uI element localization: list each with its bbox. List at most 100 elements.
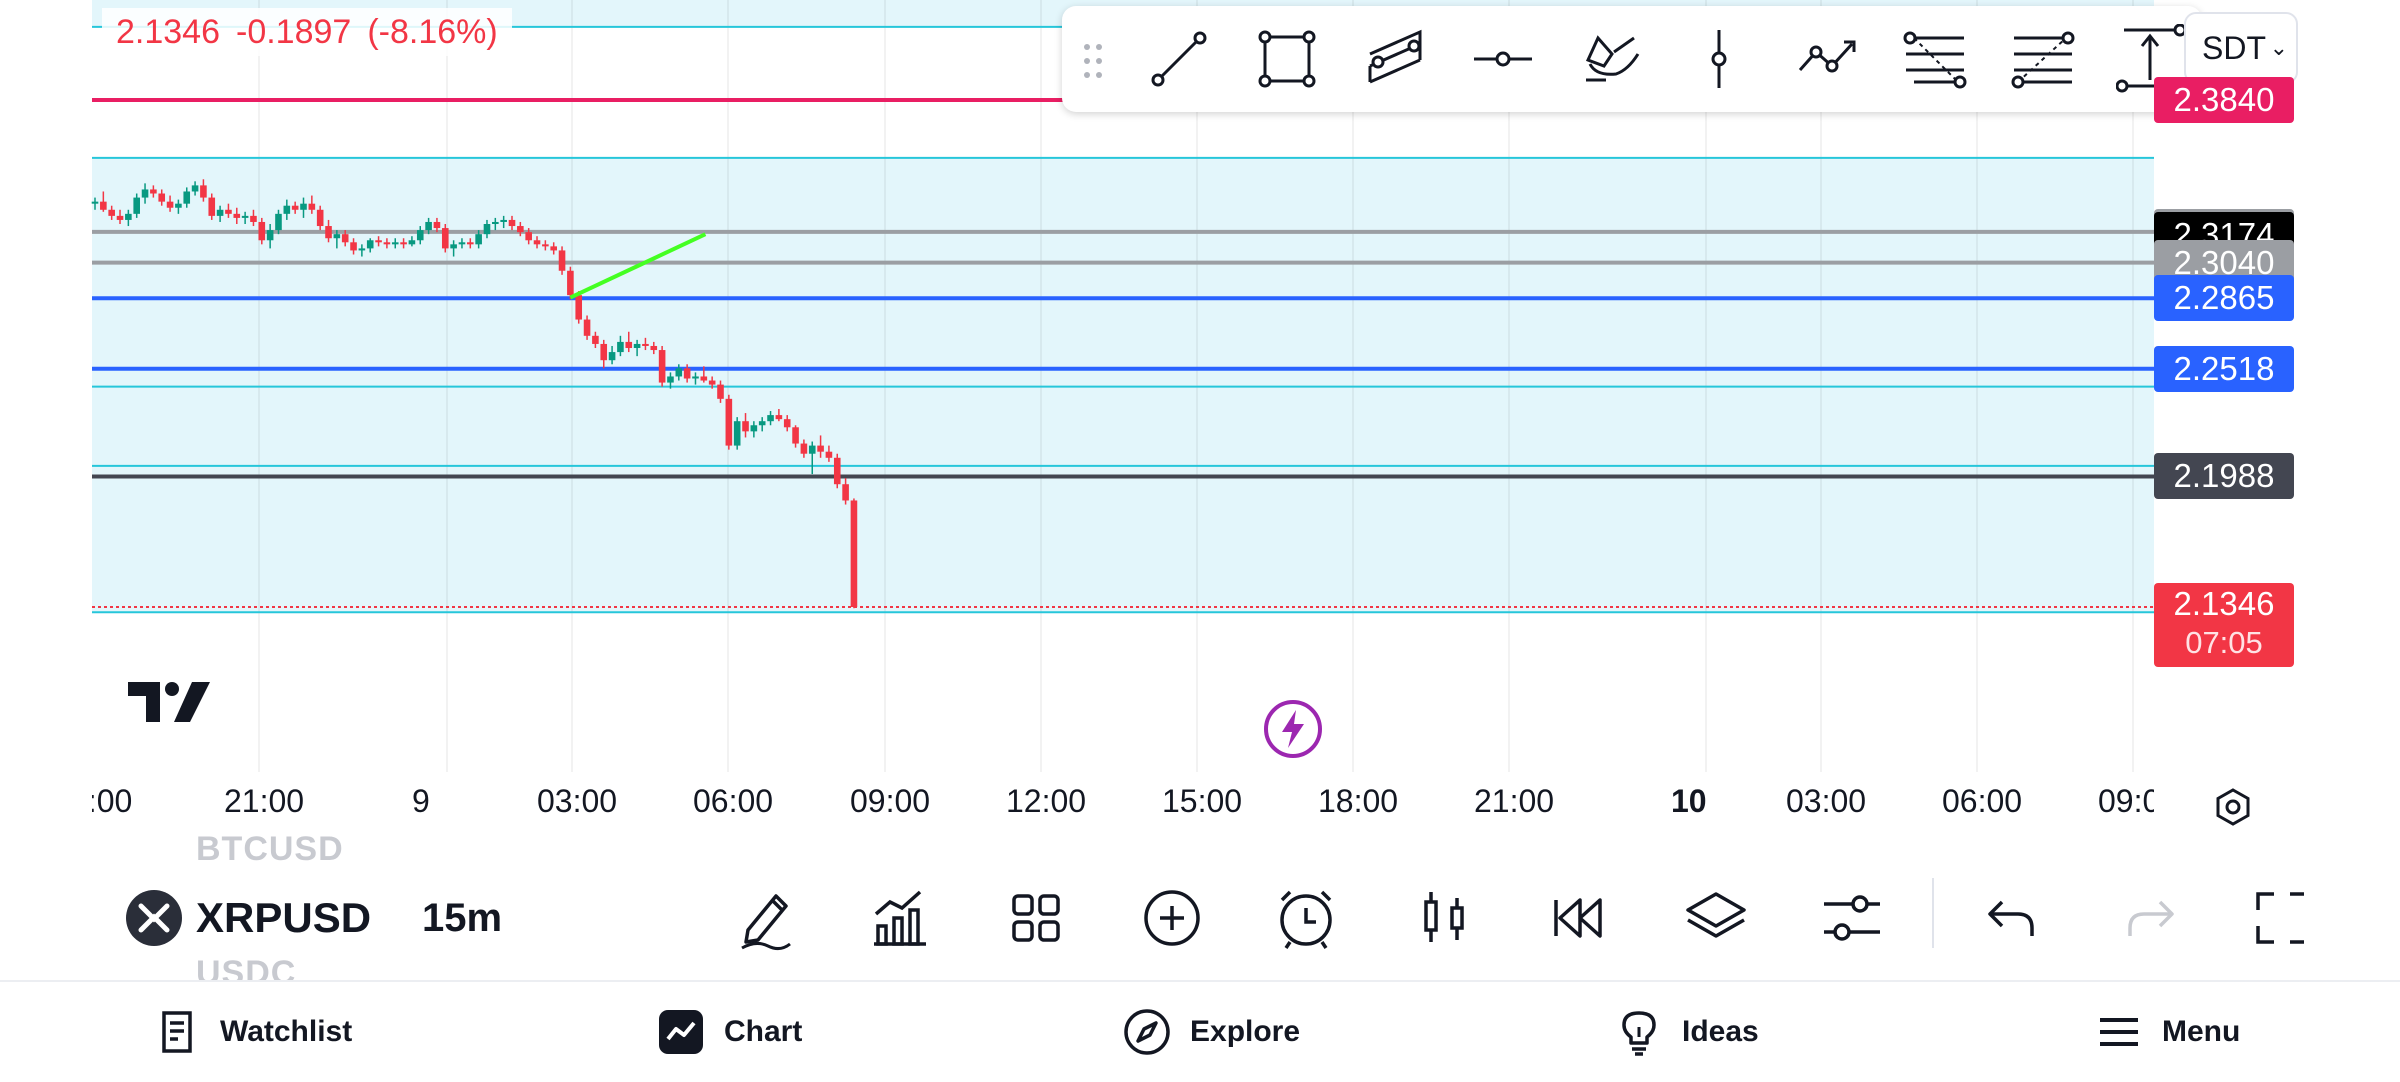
lightbulb-icon (1622, 1011, 1656, 1056)
chart-settings-button[interactable] (2208, 782, 2258, 832)
candle (808, 445, 816, 454)
fib-retracement-tool[interactable] (1900, 24, 1970, 94)
price-tag: 2.2518 (2154, 345, 2294, 392)
candle (783, 419, 791, 428)
redo-button[interactable] (2112, 880, 2188, 956)
time-label: 21:00 (224, 783, 305, 819)
time-label: 10 (1671, 783, 1707, 819)
time-label: 15:00 (1162, 783, 1243, 819)
replay-button[interactable] (1542, 880, 1618, 956)
candle (717, 384, 724, 399)
layouts-button[interactable] (998, 880, 1074, 956)
add-button[interactable] (1134, 880, 1210, 956)
fullscreen-button[interactable] (2244, 880, 2304, 956)
layers-icon (1686, 892, 1746, 938)
chart-properties-button[interactable] (1814, 880, 1890, 956)
candle (608, 352, 616, 361)
nav-chart[interactable]: Chart (656, 982, 802, 1082)
candle (767, 415, 774, 422)
candle (441, 228, 449, 249)
object-tree-button[interactable] (1678, 880, 1754, 956)
last-price-label: 2.1346 (2173, 585, 2275, 622)
candle (116, 215, 124, 220)
nav-ideas[interactable]: Ideas (1614, 982, 1759, 1082)
candle (850, 500, 858, 607)
chart-type-button[interactable] (1406, 880, 1482, 956)
brush-icon (1585, 35, 1640, 82)
time-label: 12:00 (1006, 783, 1087, 819)
path-tool[interactable] (1792, 24, 1862, 94)
chevron-down-icon: ⌄ (2269, 35, 2288, 60)
lightning-icon[interactable] (1262, 698, 1324, 760)
drawing-button[interactable] (728, 880, 804, 956)
alert-button[interactable] (1268, 880, 1344, 956)
candle (258, 221, 266, 241)
legend-percent: (-8.16%) (367, 13, 498, 51)
price-tag: 2.3840 (2154, 77, 2294, 123)
candle (667, 376, 674, 383)
candle (483, 224, 491, 235)
indicators-icon (874, 890, 926, 946)
horizontal-ray-icon (1474, 51, 1532, 67)
candle (325, 226, 332, 239)
prev-symbol[interactable]: BTCUSD (196, 830, 344, 868)
candle (91, 201, 99, 204)
quote-currency-select[interactable]: SDT ⌄ (2184, 12, 2298, 84)
candle (158, 193, 166, 202)
interval-selector[interactable]: 15m (422, 896, 503, 940)
candle-type-icon (1424, 892, 1464, 942)
xrp-logo-icon (126, 890, 182, 946)
candle (725, 398, 733, 446)
candle (100, 201, 107, 210)
ohlc-legend: 2.1346 -0.1897 (-8.16%) (102, 8, 512, 56)
bar-countdown: 07:05 (2185, 625, 2263, 660)
candle (650, 345, 658, 351)
nav-watchlist-label: Watchlist (220, 1015, 353, 1048)
layouts-icon (1012, 894, 1060, 942)
candle (183, 191, 191, 204)
candle (266, 230, 274, 241)
rectangle-tool[interactable] (1252, 24, 1322, 94)
candle (475, 234, 482, 245)
trend-line-icon (1151, 31, 1207, 87)
nav-watchlist[interactable]: Watchlist (152, 982, 352, 1082)
nav-explore[interactable]: Explore (1122, 982, 1300, 1082)
candle (700, 376, 708, 381)
candle (216, 209, 224, 216)
time-label: 8:00 (92, 783, 133, 819)
chart-canvas[interactable] (0, 0, 2400, 838)
vertical-line-tool[interactable] (1684, 24, 1754, 94)
parallel-channel-tool[interactable] (1360, 24, 1430, 94)
brush-tool[interactable] (1576, 24, 1646, 94)
candle (308, 203, 316, 210)
fib-extension-tool[interactable] (2008, 24, 2078, 94)
candle (683, 368, 691, 379)
candle (833, 457, 841, 485)
trend-line-tool[interactable] (1144, 24, 1214, 94)
candle (550, 246, 557, 251)
candle (208, 197, 216, 216)
time-label: 06:00 (693, 783, 774, 819)
candle (233, 213, 241, 218)
candle (575, 295, 583, 320)
nav-menu[interactable]: Menu (2094, 982, 2240, 1082)
time-axis[interactable]: 8:00 21:00 9 03:00 06:00 09:00 12:00 15:00 18:00… (92, 775, 2154, 835)
price-range-icon (2115, 23, 2187, 93)
price-range-tool[interactable] (2115, 23, 2187, 94)
candle (742, 421, 749, 432)
symbol-bar: BTCUSD XRPUSDT USDC 15m (0, 830, 2400, 992)
drag-handle-icon[interactable] (1082, 42, 1104, 80)
indicators-button[interactable] (862, 880, 938, 956)
candle (141, 189, 149, 198)
tradingview-logo (124, 678, 214, 731)
candle (166, 201, 174, 208)
symbol-name[interactable]: XRPUSDT (196, 894, 370, 941)
undo-button[interactable] (1974, 880, 2050, 956)
candle (383, 242, 391, 245)
horizontal-ray-tool[interactable] (1468, 24, 1538, 94)
candle (792, 427, 799, 444)
nav-menu-label: Menu (2162, 1015, 2241, 1048)
time-label: 09:0 (2098, 783, 2154, 819)
candle (416, 230, 424, 241)
candle (567, 270, 574, 296)
